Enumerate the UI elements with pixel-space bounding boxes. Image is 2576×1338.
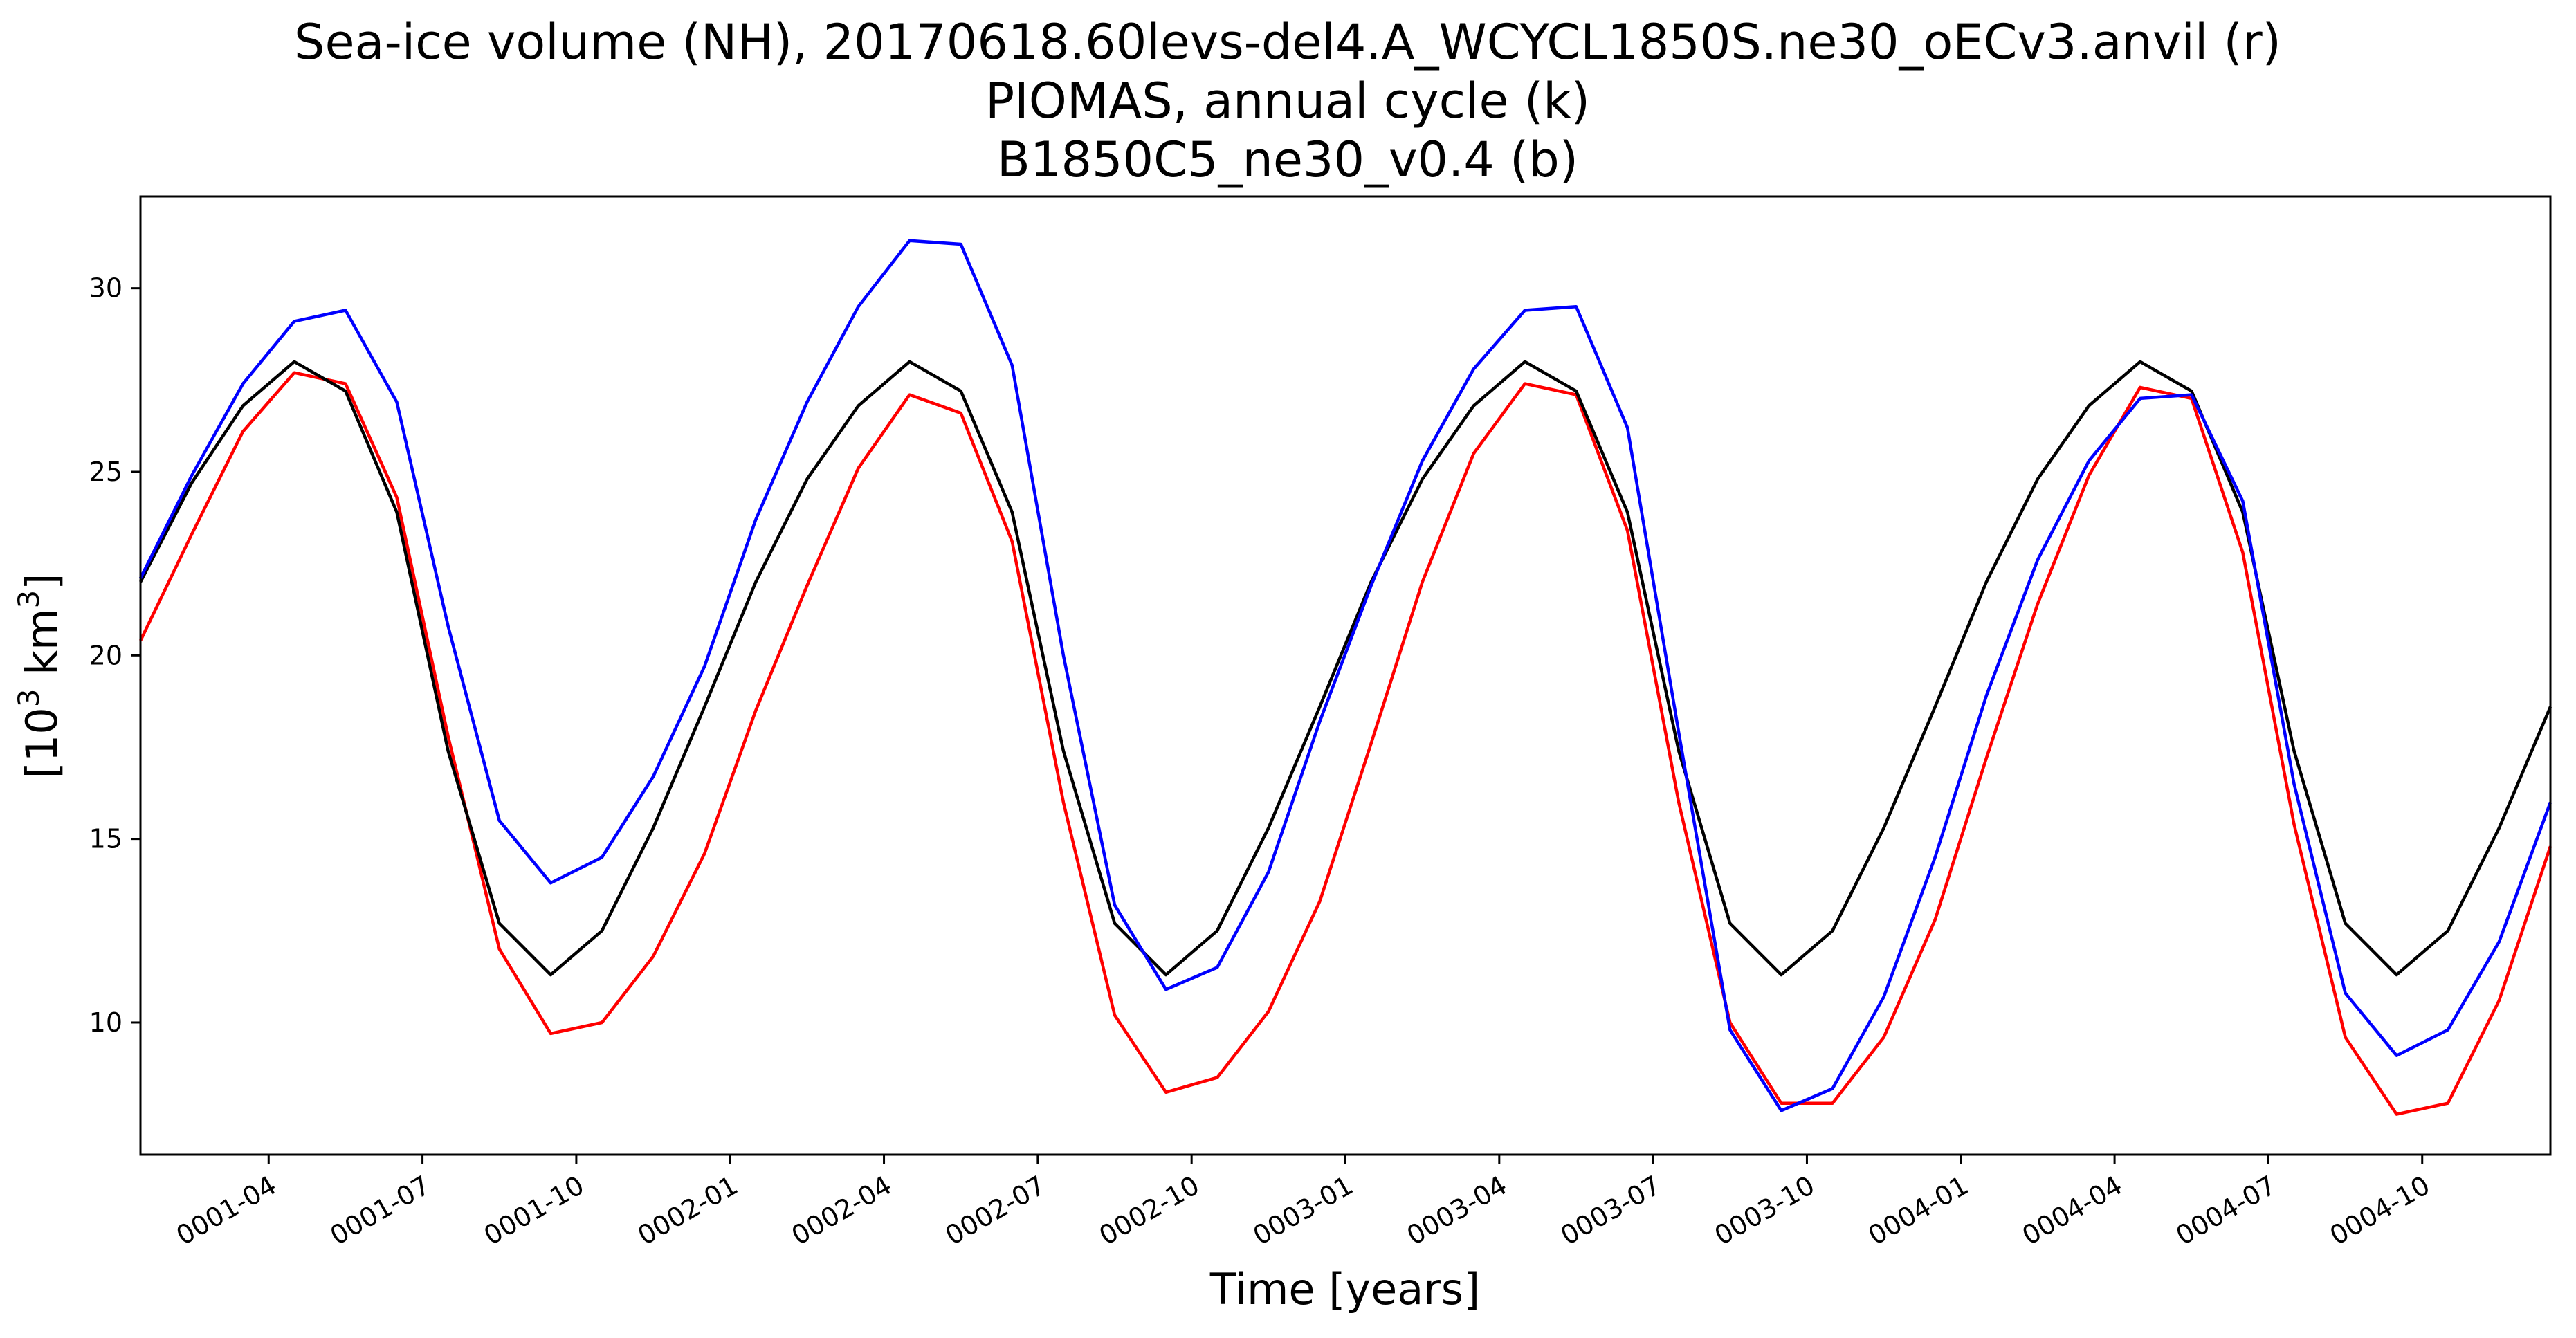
x-tick-label: 0004-07 xyxy=(2171,1170,2281,1251)
y-tick-label: 30 xyxy=(89,273,122,304)
x-tick-label: 0003-04 xyxy=(1402,1170,1513,1251)
x-axis-label: Time [years] xyxy=(1209,1264,1480,1314)
series-line-3 xyxy=(138,239,2552,1112)
y-tick-label: 20 xyxy=(89,640,122,670)
y-axis-label-close: ] xyxy=(17,574,67,590)
x-tick-label: 0003-07 xyxy=(1555,1170,1666,1251)
x-tick-label: 0001-04 xyxy=(171,1170,282,1251)
title-line-2: PIOMAS, annual cycle (k) xyxy=(985,73,1590,129)
chart-title: Sea-ice volume (NH), 20170618.60levs-del… xyxy=(294,14,2281,188)
x-tick-label: 0004-04 xyxy=(2017,1170,2128,1251)
plot-frame xyxy=(139,195,2552,1156)
plot-lines xyxy=(138,239,2552,1116)
x-tick-label: 0002-04 xyxy=(787,1170,897,1251)
y-tick-label: 15 xyxy=(89,824,122,854)
y-axis-ticks: 10 15 20 25 30 xyxy=(89,273,140,1038)
y-tick-label: 25 xyxy=(89,457,122,487)
title-line-1: Sea-ice volume (NH), 20170618.60levs-del… xyxy=(294,14,2281,71)
x-tick-label: 0004-01 xyxy=(1863,1170,1974,1251)
x-axis-ticks: 0001-04 0001-07 0001-10 0002-01 0002-04 0002-… xyxy=(171,1155,2435,1251)
y-axis-label-base: [10 xyxy=(17,707,67,778)
y-tick-label: 10 xyxy=(89,1007,122,1038)
x-tick-label: 0003-01 xyxy=(1248,1170,1358,1251)
title-line-3: B1850C5_ne30_v0.4 (b) xyxy=(997,131,1578,188)
x-tick-label: 0002-10 xyxy=(1094,1170,1205,1251)
y-axis-label: [103 km3] xyxy=(12,574,67,779)
series-line-1 xyxy=(138,371,2552,1116)
y-axis-label-exponent-2: 3 xyxy=(12,590,46,609)
x-tick-label: 0002-01 xyxy=(632,1170,743,1251)
x-tick-label: 0001-07 xyxy=(325,1170,436,1251)
y-axis-label-exponent-1: 3 xyxy=(12,689,46,708)
x-tick-label: 0004-10 xyxy=(2325,1170,2436,1251)
x-tick-label: 0001-10 xyxy=(479,1170,590,1251)
series-line-2 xyxy=(139,360,2552,977)
x-tick-label: 0002-07 xyxy=(940,1170,1051,1251)
x-tick-label: 0003-10 xyxy=(1709,1170,1820,1251)
y-axis-label-unit: km xyxy=(17,609,67,689)
